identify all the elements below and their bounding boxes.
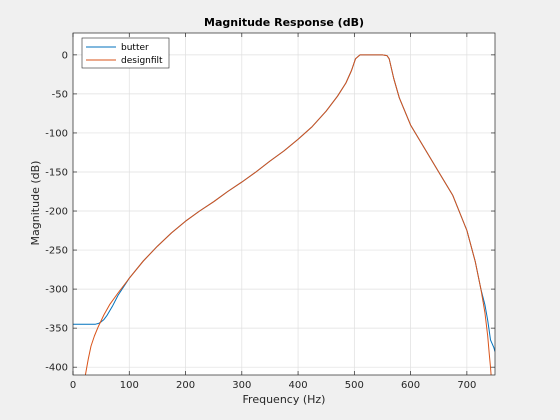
x-tick-label: 500 <box>345 380 364 391</box>
x-tick-label: 300 <box>232 380 251 391</box>
x-tick-label: 200 <box>176 380 195 391</box>
chart-title: Magnitude Response (dB) <box>204 16 364 29</box>
grid <box>72 33 495 375</box>
series-line-designfilt <box>84 54 492 375</box>
axes-box <box>72 32 496 376</box>
y-tick-label: -300 <box>45 285 68 296</box>
y-tick-label: -50 <box>52 89 68 100</box>
series-lines <box>73 54 495 375</box>
legend-label-butter: butter <box>121 43 149 53</box>
x-tick-label: 100 <box>120 380 139 391</box>
x-tick-label: 0 <box>70 380 76 391</box>
x-tick-label: 700 <box>457 380 476 391</box>
legend-box <box>81 37 170 69</box>
y-tick-label: -250 <box>45 246 68 257</box>
x-tick-label: 400 <box>289 380 308 391</box>
y-axis-label: Magnitude (dB) <box>29 161 42 246</box>
legend-label-designfilt: designfilt <box>121 56 163 66</box>
tick-labels: 0 100 200 300 400 500 600 700 0 -50 -100 -150 -200 -2… <box>45 50 476 391</box>
x-axis-label: Frequency (Hz) <box>243 393 326 406</box>
y-tick-label: -400 <box>45 363 68 374</box>
legend: butter designfilt <box>81 37 170 69</box>
y-tick-label: -150 <box>45 167 68 178</box>
axes <box>72 32 496 376</box>
y-tick-label: -200 <box>45 207 68 218</box>
y-tick-label: 0 <box>62 50 68 61</box>
plot-area <box>73 33 495 375</box>
plot-background <box>73 33 495 375</box>
x-tick-label: 600 <box>401 380 420 391</box>
y-tick-label: -350 <box>45 324 68 335</box>
y-tick-label: -100 <box>45 128 68 139</box>
